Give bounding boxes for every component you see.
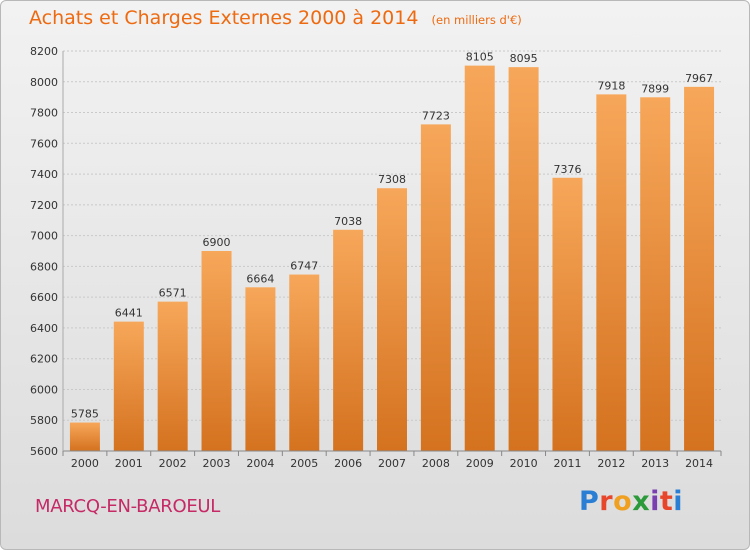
bar-value-label: 8105 xyxy=(466,51,494,64)
bar-value-label: 6900 xyxy=(203,236,231,249)
bar-value-label: 6747 xyxy=(290,260,318,273)
y-tick-label: 8000 xyxy=(30,76,58,89)
logo-letter: r xyxy=(599,486,614,517)
y-tick-label: 7000 xyxy=(30,230,58,243)
x-tick-label: 2004 xyxy=(246,457,274,470)
logo-letter: t xyxy=(659,486,674,517)
y-tick-label: 6400 xyxy=(30,322,58,335)
y-tick-label: 6000 xyxy=(30,383,58,396)
bar xyxy=(596,94,627,451)
bar-value-label: 7376 xyxy=(553,163,581,176)
bars: 5785 6441 6571 6900 6664 6747 7038 7308 7723 8105… xyxy=(69,51,715,452)
bar xyxy=(201,251,232,451)
proxiti-logo[interactable]: Proxiti xyxy=(579,486,683,517)
x-tick-label: 2014 xyxy=(685,457,713,470)
logo-letter: x xyxy=(632,486,651,517)
bar-value-label: 7308 xyxy=(378,173,406,186)
chart-subtitle: (en milliers d'€) xyxy=(431,13,522,27)
bar-value-label: 6571 xyxy=(159,287,187,300)
x-tick-label: 2001 xyxy=(115,457,143,470)
y-tick-label: 7200 xyxy=(30,199,58,212)
y-tick-label: 5800 xyxy=(30,414,58,427)
bar xyxy=(464,65,495,451)
x-tick-label: 2003 xyxy=(203,457,231,470)
x-tick-label: 2008 xyxy=(422,457,450,470)
y-tick-label: 7600 xyxy=(30,137,58,150)
city-name: MARCQ-EN-BAROEUL xyxy=(35,496,220,517)
bar-value-label: 6441 xyxy=(115,307,143,320)
y-tick-label: 6200 xyxy=(30,353,58,366)
bar-value-label: 7038 xyxy=(334,215,362,228)
y-tick-label: 6800 xyxy=(30,260,58,273)
bar xyxy=(69,422,100,451)
chart-title: Achats et Charges Externes 2000 à 2014 xyxy=(29,7,419,29)
bar-value-label: 5785 xyxy=(71,408,99,421)
bar xyxy=(113,321,144,451)
x-tick-label: 2012 xyxy=(597,457,625,470)
y-tick-label: 6600 xyxy=(30,291,58,304)
chart-title-row: Achats et Charges Externes 2000 à 2014 (… xyxy=(29,7,522,29)
bar-value-label: 7918 xyxy=(597,79,625,92)
x-tick-label: 2007 xyxy=(378,457,406,470)
logo-letter: i xyxy=(673,486,684,517)
x-tick-label: 2011 xyxy=(553,457,581,470)
x-tick-label: 2005 xyxy=(290,457,318,470)
bar-value-label: 8095 xyxy=(510,52,538,65)
bar xyxy=(552,177,583,451)
logo-letter: i xyxy=(650,486,660,517)
bar-value-label: 7899 xyxy=(641,82,669,95)
bar xyxy=(245,287,276,451)
x-tick-label: 2006 xyxy=(334,457,362,470)
y-tick-label: 7800 xyxy=(30,107,58,120)
bar xyxy=(333,229,364,451)
bar xyxy=(684,86,715,451)
bar xyxy=(157,301,188,451)
bar xyxy=(377,188,407,451)
x-tick-label: 2009 xyxy=(466,457,494,470)
x-tick-label: 2002 xyxy=(159,457,187,470)
logo-letter: o xyxy=(613,486,633,517)
bar-value-label: 6664 xyxy=(246,272,274,285)
y-tick-label: 5600 xyxy=(30,445,58,458)
bar xyxy=(508,67,539,452)
bar-value-label: 7723 xyxy=(422,109,450,122)
logo-letter: P xyxy=(579,486,600,517)
x-tick-label: 2010 xyxy=(510,457,538,470)
y-tick-label: 8200 xyxy=(30,45,58,58)
bar xyxy=(289,274,320,451)
bar xyxy=(640,97,671,452)
x-tick-label: 2000 xyxy=(71,457,99,470)
bar-value-label: 7967 xyxy=(685,72,713,85)
axes: 5600 5800 6000 6200 6400 6600 6800 7000 7200 7400… xyxy=(30,45,722,470)
y-tick-label: 7400 xyxy=(30,168,58,181)
x-tick-label: 2013 xyxy=(641,457,669,470)
bar xyxy=(420,124,451,451)
